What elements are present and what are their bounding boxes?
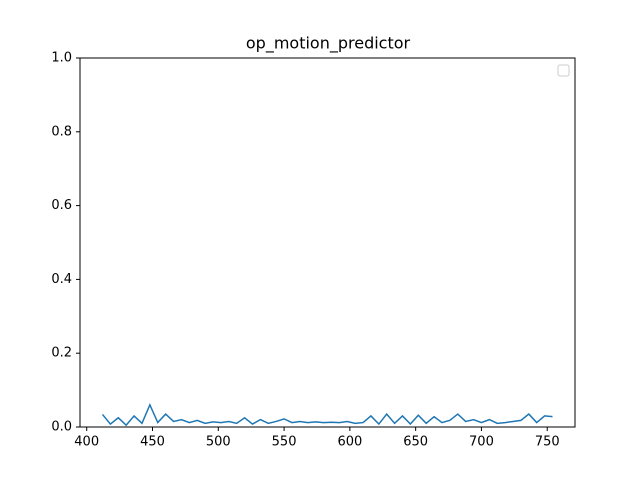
legend (557, 64, 570, 77)
x-tick-label: 650 (403, 435, 428, 450)
data-line (101, 402, 553, 427)
chart-title: op_motion_predictor (246, 34, 411, 54)
x-tick-label: 400 (74, 435, 99, 450)
y-tick-label: 0.4 (51, 272, 72, 287)
y-tick-label: 0.2 (51, 346, 72, 361)
x-tick-label: 600 (337, 435, 362, 450)
x-tick-label: 550 (272, 435, 297, 450)
x-tick-label: 500 (206, 435, 231, 450)
y-tick-label: 0.0 (51, 420, 72, 435)
plot-frame (79, 57, 576, 428)
y-tick-label: 0.8 (51, 124, 72, 139)
y-tick-label: 1.0 (51, 51, 72, 66)
x-tick-label: 700 (469, 435, 494, 450)
y-tick-label: 0.6 (51, 198, 72, 213)
x-tick-label: 750 (535, 435, 560, 450)
x-tick-label: 450 (140, 435, 165, 450)
